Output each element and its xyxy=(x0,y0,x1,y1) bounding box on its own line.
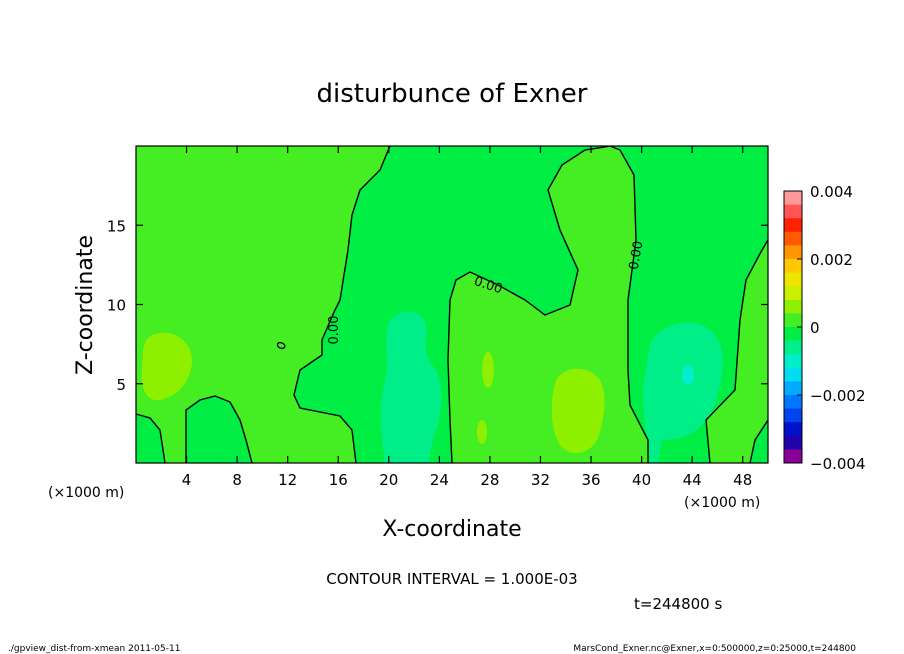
colorbar-segment xyxy=(784,313,802,328)
y-tick-label: 15 xyxy=(107,217,126,235)
x-tick-label: 24 xyxy=(430,471,449,489)
colorbar-segment xyxy=(784,218,802,233)
colorbar-ticks: 0.004 0.002 0 −0.002 −0.004 xyxy=(797,183,866,473)
colorbar-segment xyxy=(784,245,802,260)
x-unit-label: (×1000 m) xyxy=(684,495,760,511)
contour-line-small-loop xyxy=(276,341,286,350)
chart-title: disturbunce of Exner xyxy=(317,79,588,109)
contour-lines xyxy=(136,146,768,463)
colorbar-tick-label: 0 xyxy=(810,319,820,337)
x-tick-label: 48 xyxy=(733,471,752,489)
positive-patch-27a xyxy=(482,352,494,388)
colorbar-segment xyxy=(784,422,802,437)
colorbar-segment xyxy=(784,191,802,206)
x-tick-label: 16 xyxy=(329,471,348,489)
contour-label-1: 0.00 xyxy=(327,316,342,345)
y-axis-title: Z-coordinate xyxy=(73,235,98,375)
colorbar-segment xyxy=(784,259,802,274)
colorbar-segment xyxy=(784,272,802,287)
colorbar-segment xyxy=(784,286,802,301)
contour-label-3: 0.00 xyxy=(627,240,647,271)
contour-line-bottomleft xyxy=(136,413,166,463)
x-tick-label: 8 xyxy=(232,471,242,489)
z-unit-label: (×1000 m) xyxy=(48,485,124,501)
colorbar-segment xyxy=(784,231,802,246)
colorbar-tick-label: 0.004 xyxy=(810,183,853,201)
x-tick-label: 28 xyxy=(480,471,499,489)
x-axis-title: X-coordinate xyxy=(382,517,521,542)
colorbar-segment xyxy=(784,381,802,396)
x-tick-label: 36 xyxy=(581,471,600,489)
colorbar-segment xyxy=(784,340,802,355)
teal-patch-right xyxy=(643,322,723,463)
footer-left: ./gpview_dist-from-xmean 2011-05-11 xyxy=(8,644,180,654)
colorbar-segment xyxy=(784,204,802,219)
time-text: t=244800 s xyxy=(634,595,722,613)
contour-line-middle xyxy=(447,146,649,463)
colorbar xyxy=(783,190,803,464)
colorbar-segment xyxy=(784,449,802,464)
teal-blob xyxy=(682,365,694,385)
negative-region-bottomleft xyxy=(136,414,165,463)
positive-patch-left xyxy=(141,332,192,401)
y-tick-label: 10 xyxy=(107,297,126,315)
x-axis-ticks: 4 8 12 16 20 24 28 32 36 40 44 48 xyxy=(182,146,752,489)
x-tick-label: 32 xyxy=(531,471,550,489)
footer-right: MarsCond_Exner.nc@Exner,x=0:500000,z=0:2… xyxy=(573,644,856,654)
colorbar-segment xyxy=(784,395,802,410)
x-tick-label: 40 xyxy=(632,471,651,489)
colorbar-tick-label: −0.002 xyxy=(810,387,866,405)
contour-interval-text: CONTOUR INTERVAL = 1.000E-03 xyxy=(326,570,577,588)
colorbar-segment xyxy=(784,327,802,342)
contour-line-right xyxy=(705,239,768,463)
negative-region-right xyxy=(750,420,768,463)
colorbar-segment xyxy=(784,354,802,369)
x-tick-label: 20 xyxy=(379,471,398,489)
colorbar-tick-label: 0.002 xyxy=(810,251,853,269)
y-axis-ticks: 5 10 15 xyxy=(107,217,768,394)
x-tick-label: 4 xyxy=(182,471,192,489)
x-tick-label: 44 xyxy=(683,471,702,489)
y-tick-label: 5 xyxy=(116,376,126,394)
x-tick-label: 12 xyxy=(278,471,297,489)
colorbar-segment xyxy=(784,408,802,423)
colorbar-segment xyxy=(784,367,802,382)
positive-patch-36 xyxy=(551,368,605,454)
colorbar-segment xyxy=(784,299,802,314)
contour-line-main xyxy=(293,146,391,463)
contour-line-bottomright xyxy=(749,419,768,463)
colorbar-tick-label: −0.004 xyxy=(810,455,866,473)
positive-patch-27b xyxy=(477,420,487,444)
contour-line-left-bump xyxy=(185,395,253,463)
colorbar-segment xyxy=(784,435,802,450)
teal-patch-center xyxy=(380,311,442,463)
